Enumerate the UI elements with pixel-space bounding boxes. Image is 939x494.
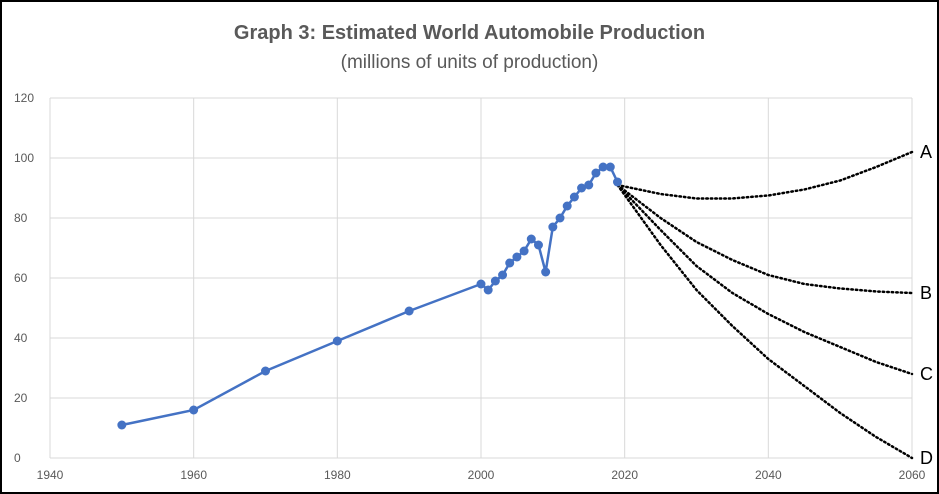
y-tick-label: 60: [14, 271, 28, 285]
production-point: [591, 168, 601, 178]
projection-label-a: A: [920, 142, 932, 162]
production-point: [512, 252, 522, 262]
y-tick-label: 40: [14, 331, 28, 345]
projection-label-d: D: [920, 448, 933, 468]
production-point: [189, 405, 199, 415]
projection-label-c: C: [920, 364, 933, 384]
chart-title: Graph 3: Estimated World Automobile Prod…: [233, 22, 706, 44]
x-tick-label: 2000: [468, 468, 495, 482]
projection-label-b: B: [920, 283, 932, 303]
production-point: [490, 276, 500, 286]
production-point: [577, 183, 587, 193]
production-point: [261, 366, 270, 376]
production-point: [533, 240, 543, 250]
projection-line-d: [616, 183, 914, 460]
x-tick-label: 2060: [899, 468, 926, 482]
production-point: [605, 162, 615, 172]
y-tick-label: 0: [14, 451, 21, 465]
y-tick-label: 120: [14, 91, 34, 105]
y-tick-label: 100: [14, 151, 34, 165]
projection-line-c: [616, 183, 914, 376]
production-point: [584, 180, 594, 190]
production-point: [332, 336, 342, 346]
x-tick-label: 2040: [755, 468, 782, 482]
y-tick-label: 20: [14, 391, 28, 405]
x-tick-label: 1980: [324, 468, 351, 482]
production-point: [526, 234, 536, 244]
production-point: [548, 222, 558, 232]
production-point: [555, 213, 565, 223]
production-point: [612, 177, 622, 187]
x-tick-label: 1960: [180, 468, 207, 482]
projection-line-b: [616, 183, 914, 295]
production-point: [569, 192, 579, 202]
production-point: [505, 258, 515, 268]
x-tick-label: 1940: [37, 468, 64, 482]
production-line: [121, 165, 619, 427]
chart-subtitle: (millions of units of production): [340, 52, 599, 73]
production-point: [404, 306, 414, 316]
x-tick-label: 2020: [611, 468, 638, 482]
y-tick-label: 80: [14, 211, 28, 225]
production-point: [541, 267, 551, 277]
production-point: [483, 285, 493, 295]
production-point: [562, 201, 572, 211]
production-point: [476, 279, 486, 289]
projection-line-a: [616, 150, 914, 200]
production-point: [598, 162, 608, 172]
production-point: [519, 246, 529, 256]
production-point: [498, 270, 508, 280]
production-point: [117, 420, 127, 430]
